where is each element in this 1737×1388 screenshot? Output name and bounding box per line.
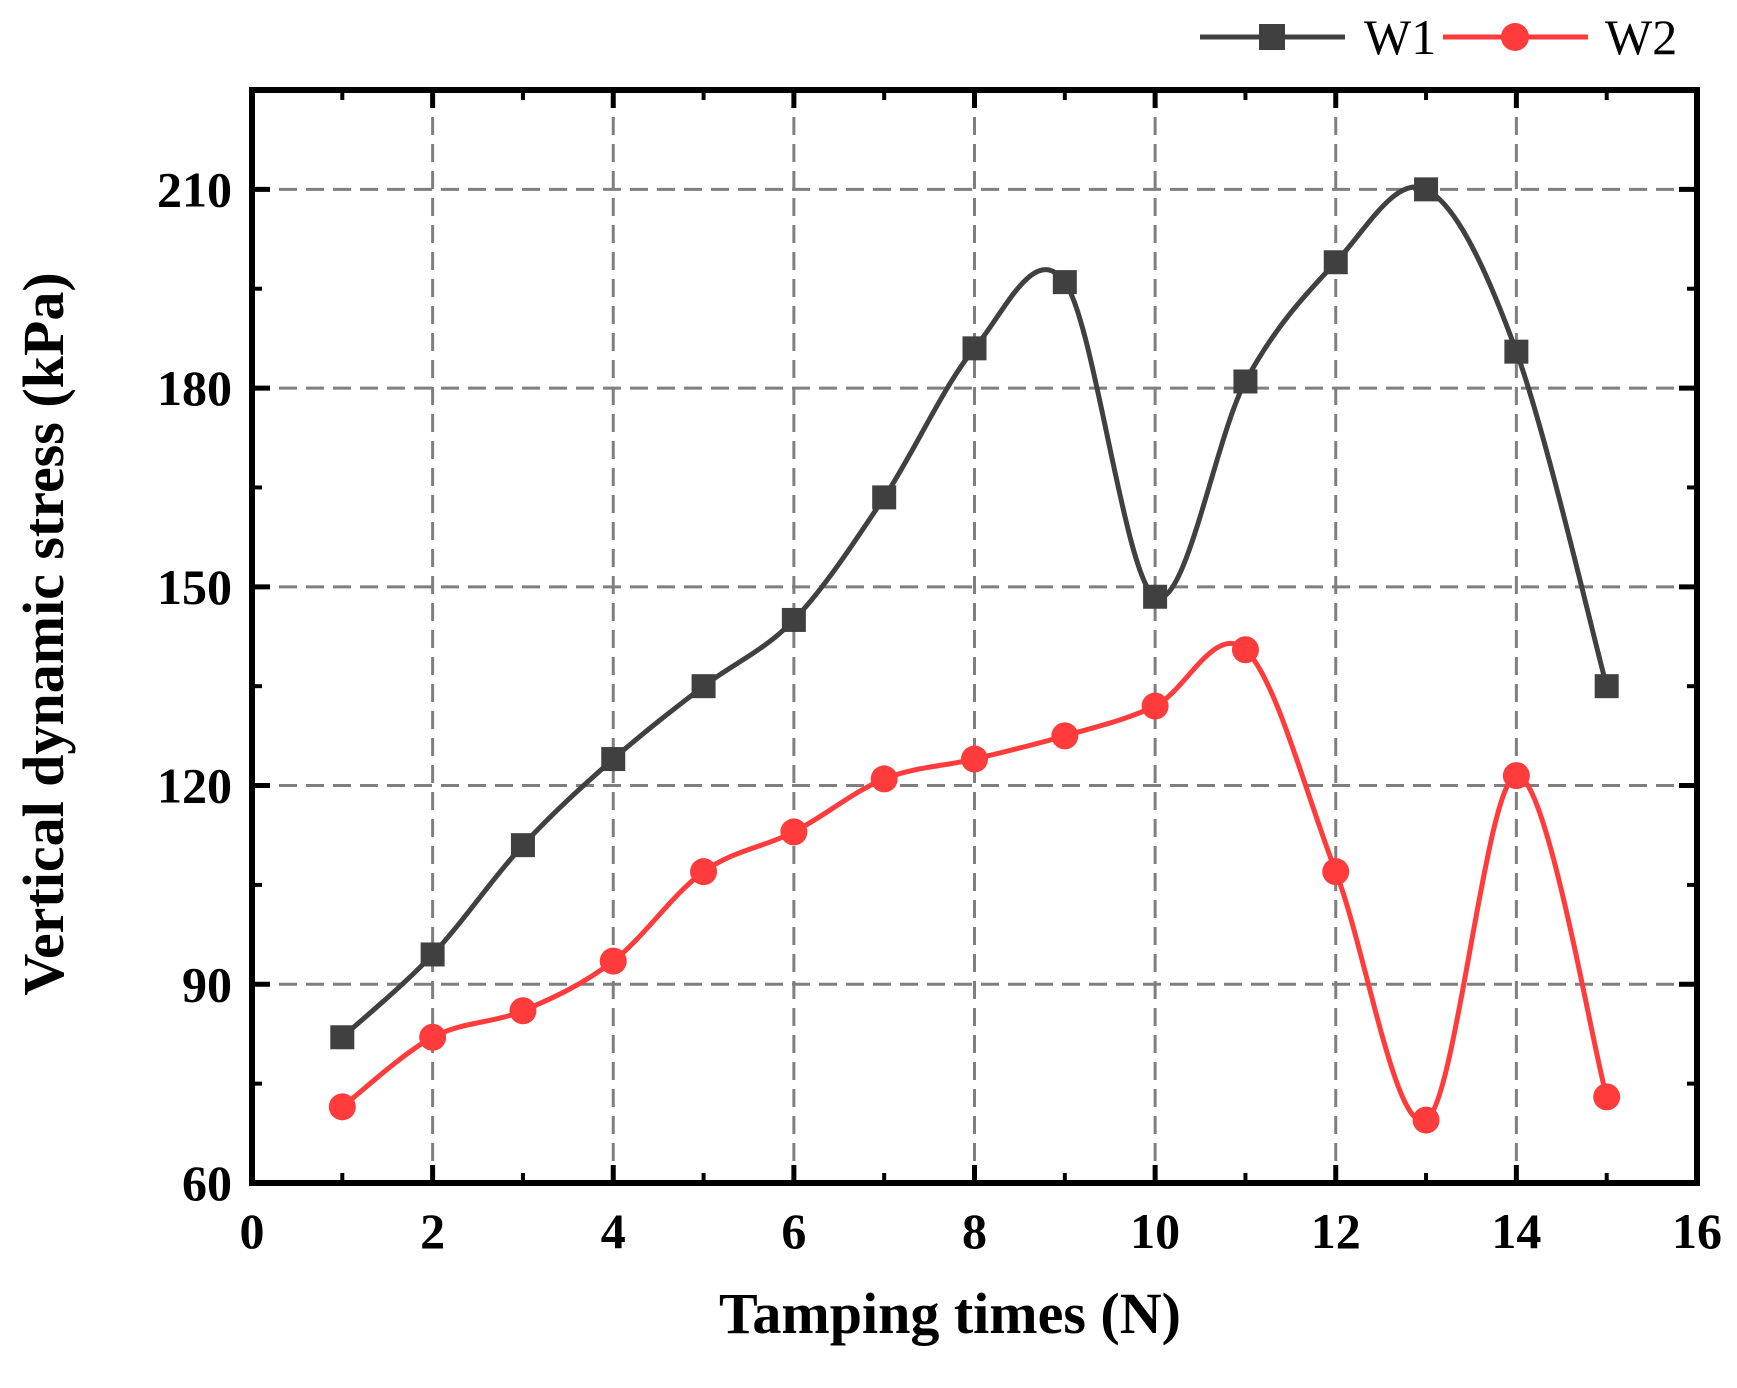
- data-point-w2: [690, 858, 718, 886]
- data-point-w1: [1594, 674, 1619, 699]
- data-point-w2: [328, 1093, 356, 1121]
- y-tick-label: 210: [157, 161, 232, 217]
- series-layer: [328, 177, 1621, 1134]
- data-point-w2: [961, 745, 988, 773]
- x-tick-label: 14: [1491, 1203, 1541, 1259]
- x-tick-label: 10: [1130, 1203, 1180, 1259]
- data-point-w2: [1593, 1083, 1621, 1111]
- data-point-w1: [962, 336, 987, 361]
- x-tick-label: 6: [781, 1203, 806, 1259]
- data-point-w1: [691, 674, 716, 699]
- data-point-w1: [1414, 177, 1439, 202]
- legend-label-w2: W2: [1605, 9, 1677, 65]
- data-point-w2: [1051, 722, 1079, 750]
- x-tick-label: 4: [601, 1203, 626, 1259]
- legend: W1 W2: [1200, 9, 1677, 65]
- data-point-w2: [599, 947, 627, 975]
- legend-marker-w2: [1501, 23, 1529, 51]
- series-w1: [330, 177, 1619, 1050]
- y-tick-label: 180: [157, 360, 232, 416]
- data-point-w2: [509, 997, 537, 1025]
- legend-item-w1: W1: [1200, 9, 1436, 65]
- data-point-w1: [1504, 339, 1529, 364]
- grid-lines: [252, 90, 1697, 1183]
- data-point-w1: [1143, 584, 1168, 609]
- data-point-w1: [1233, 369, 1258, 394]
- data-point-w1: [601, 747, 626, 772]
- data-point-w2: [1141, 692, 1169, 720]
- data-point-w2: [1502, 762, 1530, 790]
- y-tick-label: 120: [157, 758, 232, 814]
- data-point-w1: [510, 833, 535, 858]
- data-point-w1: [1323, 250, 1348, 275]
- series-line-w2: [340, 640, 1610, 1124]
- data-point-w1: [781, 607, 806, 632]
- x-axis-title: Tamping times (N): [719, 1281, 1181, 1346]
- x-tick-label: 0: [240, 1203, 265, 1259]
- data-point-w1: [872, 485, 897, 510]
- y-tick-label: 60: [182, 1155, 232, 1211]
- axis-ticks: [249, 90, 1700, 1186]
- legend-marker-w1: [1259, 24, 1285, 50]
- y-tick-label: 150: [157, 559, 232, 615]
- series-w2: [328, 636, 1621, 1134]
- data-point-w2: [780, 818, 808, 846]
- data-point-w2: [1412, 1106, 1440, 1134]
- y-axis-title: Vertical dynamic stress (kPa): [11, 272, 76, 995]
- y-tick-label: 90: [182, 956, 232, 1012]
- legend-label-w1: W1: [1364, 9, 1436, 65]
- x-tick-label: 16: [1672, 1203, 1722, 1259]
- tick-labels: 0 2 4 6 8 10 12 14 16 60 90 120 150 180 210: [157, 161, 1722, 1259]
- x-tick-label: 2: [420, 1203, 445, 1259]
- data-point-w2: [870, 765, 898, 793]
- data-point-w1: [420, 942, 445, 967]
- x-tick-label: 12: [1311, 1203, 1361, 1259]
- data-point-w2: [419, 1023, 447, 1051]
- legend-item-w2: W2: [1443, 9, 1677, 65]
- data-point-w1: [1052, 270, 1077, 295]
- x-tick-label: 8: [962, 1203, 987, 1259]
- data-point-w2: [1231, 636, 1259, 664]
- data-point-w1: [330, 1025, 355, 1050]
- data-point-w2: [1322, 858, 1350, 886]
